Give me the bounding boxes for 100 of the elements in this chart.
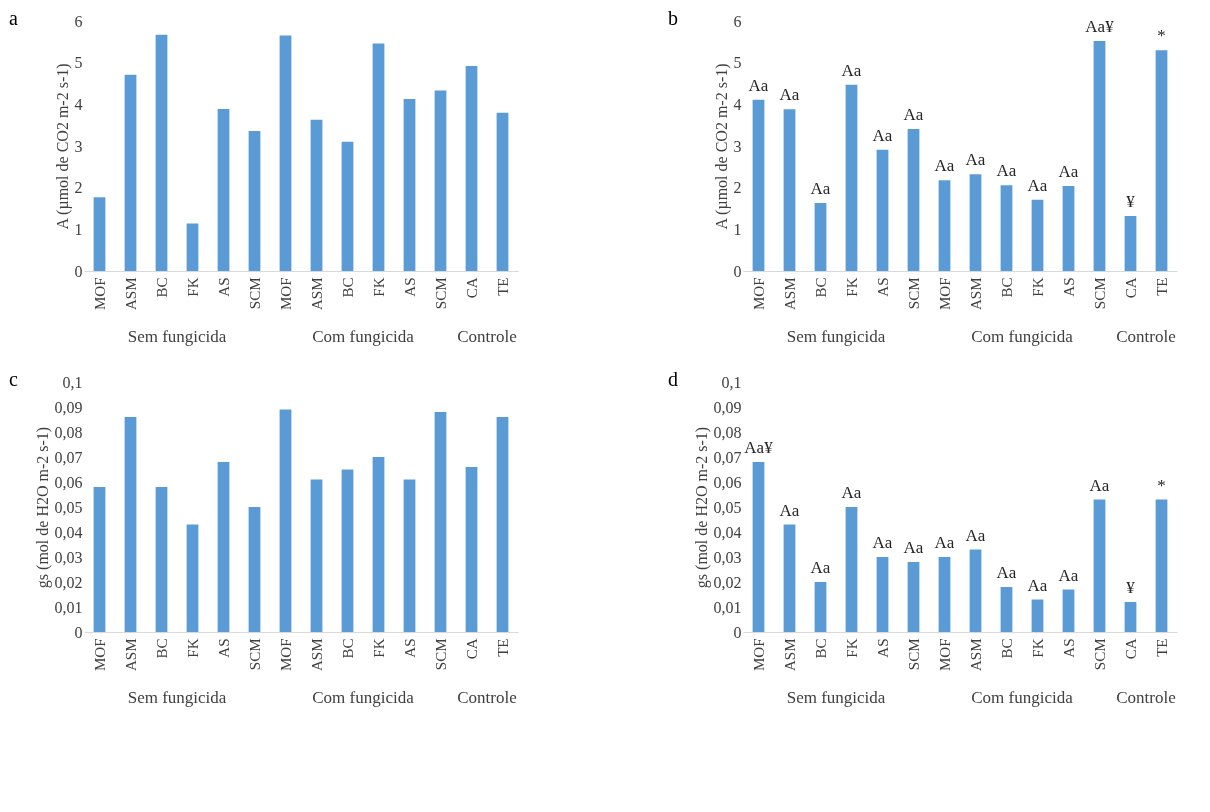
bar — [845, 507, 858, 632]
x-tick-label: MOF — [936, 638, 953, 672]
bar — [814, 203, 827, 271]
bar — [876, 149, 889, 271]
x-tick-label: SCM — [905, 638, 922, 671]
text: Controle — [457, 327, 517, 346]
x-tick-label: FK — [184, 277, 201, 297]
x-tick-label: AS — [215, 277, 232, 297]
y-tick-label: 4 — [733, 95, 742, 113]
data-label: * — [1157, 26, 1166, 46]
bar — [248, 507, 261, 632]
x-tick-label: FK — [370, 638, 387, 658]
bar — [217, 462, 230, 632]
bar — [783, 524, 796, 632]
text: Sem fungicida — [127, 688, 227, 707]
x-tick-label: BC — [339, 277, 356, 298]
bar — [1062, 589, 1075, 632]
bar — [1031, 599, 1044, 632]
x-tick-label: FK — [184, 638, 201, 658]
data-label: Aa — [841, 483, 862, 502]
bar — [403, 98, 416, 271]
bar — [1093, 499, 1106, 632]
x-tick-label: CA — [1122, 277, 1139, 299]
x-tick-label: ASM — [781, 638, 798, 672]
bar — [155, 34, 168, 271]
y-tick-label: 0,09 — [713, 398, 742, 416]
data-label: Aa — [810, 558, 831, 577]
text: Controle — [1116, 688, 1176, 707]
y-tick-label: 0,1 — [721, 373, 742, 391]
bar — [1000, 185, 1013, 271]
y-axis-title: gs (mol de H2O m-2 s-1) — [33, 426, 52, 589]
data-label: Aa — [779, 500, 800, 520]
y-tick-label: 0,07 — [713, 448, 742, 466]
y-tick-label: 0,01 — [713, 598, 742, 616]
data-label: Aa — [872, 125, 893, 145]
bar — [372, 43, 385, 271]
x-tick-label: MOF — [750, 638, 767, 672]
y-tick-label: 2 — [74, 179, 83, 197]
data-label: Aa — [965, 525, 986, 545]
bar — [465, 467, 478, 632]
y-tick-label: 0,04 — [713, 523, 742, 541]
x-tick-label: AS — [874, 277, 891, 297]
x-tick-label: SCM — [432, 638, 449, 671]
text: Sem fungicida — [786, 327, 886, 346]
x-tick-label: BC — [812, 277, 829, 298]
x-tick-label: SCM — [246, 638, 263, 671]
y-tick-label: 4 — [74, 95, 83, 113]
x-tick-label: ASM — [308, 277, 325, 311]
bar — [1155, 499, 1168, 632]
data-label: Aa — [872, 533, 893, 552]
data-label: Aa — [810, 179, 831, 199]
y-tick-label: 0 — [733, 262, 742, 280]
text: Sem fungicida — [786, 688, 886, 707]
bar — [310, 119, 323, 271]
x-tick-label: FK — [370, 277, 387, 297]
x-tick-label: SCM — [432, 277, 449, 310]
y-tick-label: 5 — [74, 54, 83, 72]
bar — [814, 582, 827, 632]
bar — [403, 479, 416, 632]
x-tick-label: CA — [463, 277, 480, 299]
y-tick-label: 0,03 — [713, 548, 742, 566]
bar — [1000, 587, 1013, 632]
bar — [783, 109, 796, 271]
y-tick-label: 0 — [733, 623, 742, 641]
data-label: Aa — [934, 156, 955, 176]
data-label: Aa¥ — [744, 438, 774, 457]
y-tick-label: 0,03 — [54, 548, 83, 566]
x-tick-label: AS — [401, 277, 418, 297]
x-tick-label: TE — [1153, 277, 1170, 296]
y-tick-label: 1 — [733, 220, 742, 238]
y-tick-label: 5 — [733, 54, 742, 72]
chart-title: b — [668, 7, 678, 29]
data-label: Aa — [1058, 565, 1079, 585]
bar — [279, 35, 292, 271]
text: Com fungicida — [312, 327, 415, 346]
y-tick-label: 0 — [74, 623, 83, 641]
x-tick-label: AS — [215, 638, 232, 658]
bar — [752, 99, 765, 271]
data-label: Aa — [779, 85, 800, 105]
bar — [248, 131, 261, 271]
x-tick-label: MOF — [91, 638, 108, 672]
x-tick-label: MOF — [277, 277, 294, 311]
bar — [1124, 602, 1137, 632]
data-label: Aa — [1058, 162, 1079, 181]
bar — [310, 479, 323, 632]
bar — [124, 74, 137, 271]
x-tick-label: SCM — [1091, 277, 1108, 310]
data-label: Aa — [841, 60, 862, 80]
bar — [279, 409, 292, 632]
y-tick-label: 6 — [733, 12, 742, 30]
data-label: Aa — [965, 150, 986, 170]
x-tick-label: ASM — [122, 638, 139, 672]
x-tick-label: MOF — [91, 277, 108, 311]
data-label: Aa — [903, 538, 924, 557]
bar — [969, 549, 982, 632]
bar — [907, 128, 920, 271]
bar — [155, 487, 168, 632]
text: Controle — [1116, 327, 1176, 346]
bar — [1062, 186, 1075, 271]
x-tick-label: AS — [401, 638, 418, 658]
